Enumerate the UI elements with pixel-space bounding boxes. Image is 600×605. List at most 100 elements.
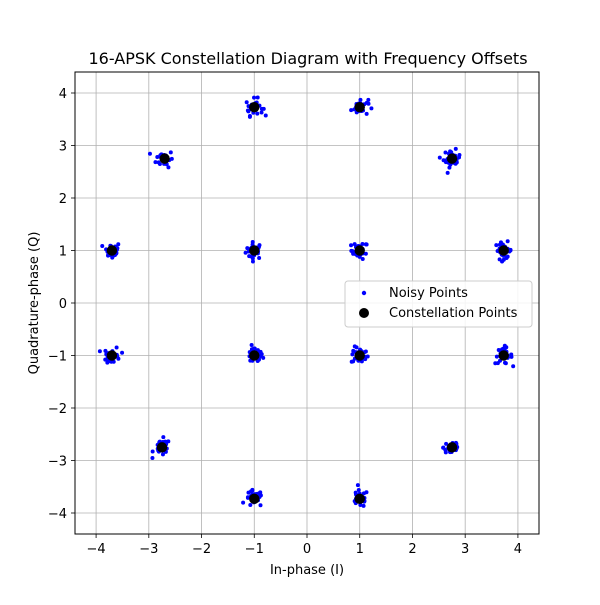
constellation-point bbox=[106, 245, 118, 256]
noisy-point bbox=[116, 242, 121, 247]
noisy-point bbox=[245, 108, 250, 113]
noisy-point bbox=[248, 489, 253, 494]
noisy-point bbox=[263, 113, 268, 118]
noisy-point bbox=[508, 247, 513, 252]
chart-title: 16-APSK Constellation Diagram with Frequ… bbox=[88, 49, 527, 68]
noisy-point bbox=[352, 344, 357, 349]
noisy-point bbox=[453, 146, 458, 151]
x-tick-label: 4 bbox=[514, 542, 522, 557]
y-tick-label: 4 bbox=[59, 87, 67, 102]
noisy-point bbox=[245, 246, 250, 251]
noisy-point bbox=[437, 155, 442, 160]
y-tick-label: −1 bbox=[48, 350, 67, 365]
noisy-point bbox=[509, 352, 514, 357]
y-tick-label: 0 bbox=[59, 297, 67, 312]
noisy-point bbox=[250, 256, 255, 261]
constellation-point bbox=[159, 153, 170, 164]
noisy-point bbox=[160, 452, 165, 457]
noisy-point bbox=[241, 500, 246, 505]
noisy-point bbox=[443, 150, 448, 155]
constellation-point bbox=[354, 350, 365, 361]
noisy-point bbox=[441, 445, 446, 450]
noisy-point bbox=[259, 110, 264, 115]
noisy-point bbox=[106, 359, 111, 364]
noisy-point bbox=[261, 355, 266, 360]
noisy-point bbox=[250, 259, 255, 264]
noisy-point bbox=[351, 348, 356, 353]
constellation-point bbox=[156, 442, 168, 453]
noisy-point bbox=[457, 153, 462, 158]
noisy-point bbox=[249, 343, 254, 348]
x-tick-label: 2 bbox=[408, 542, 416, 557]
noisy-point bbox=[97, 349, 102, 354]
noisy-point bbox=[363, 349, 368, 354]
y-tick-label: −2 bbox=[48, 402, 67, 417]
noisy-point bbox=[361, 503, 366, 508]
noisy-point bbox=[494, 243, 499, 248]
noisy-point bbox=[369, 106, 374, 111]
noisy-point bbox=[255, 95, 260, 100]
noisy-point bbox=[511, 364, 516, 369]
y-tick-label: −4 bbox=[48, 507, 67, 522]
noisy-point bbox=[257, 255, 262, 260]
noisy-point bbox=[356, 487, 361, 492]
noisy-point bbox=[358, 97, 363, 102]
noisy-point bbox=[244, 100, 249, 105]
noisy-point bbox=[169, 156, 174, 161]
y-tick-label: 1 bbox=[59, 245, 67, 260]
constellation-point bbox=[498, 245, 509, 256]
noisy-point bbox=[349, 108, 354, 113]
noisy-point bbox=[259, 106, 264, 111]
constellation-point bbox=[249, 245, 260, 256]
legend-box bbox=[344, 280, 533, 328]
noisy-point bbox=[505, 254, 510, 259]
noisy-point bbox=[166, 165, 171, 170]
x-tick-label: −1 bbox=[245, 542, 264, 557]
noisy-point bbox=[243, 250, 248, 255]
noisy-point bbox=[155, 155, 160, 160]
noisy-point bbox=[150, 456, 155, 461]
y-tick-label: 3 bbox=[59, 140, 67, 155]
noisy-point bbox=[498, 240, 503, 245]
axis-ticks: −4 −3 −2 −1 0 1 2 3 4 −4 −3 −2 −1 0 1 2 3 4 bbox=[48, 87, 522, 557]
noisy-point bbox=[109, 359, 114, 364]
noisy-point bbox=[150, 449, 155, 454]
noisy-point bbox=[350, 352, 355, 357]
noisy-point bbox=[357, 254, 362, 259]
noisy-point bbox=[114, 345, 119, 350]
constellation-points-series bbox=[106, 101, 509, 505]
x-tick-label: 3 bbox=[461, 542, 469, 557]
x-tick-label: −3 bbox=[139, 542, 158, 557]
noisy-point bbox=[153, 160, 158, 165]
noisy-point bbox=[258, 349, 263, 354]
y-axis-label: Quadrature-phase (Q) bbox=[27, 232, 42, 375]
noisy-point bbox=[349, 243, 354, 248]
noisy-point bbox=[364, 100, 369, 105]
noisy-point bbox=[258, 503, 263, 508]
y-tick-label: 2 bbox=[59, 192, 67, 207]
noisy-point bbox=[351, 251, 356, 256]
constellation-point bbox=[354, 245, 365, 256]
x-tick-label: −2 bbox=[192, 542, 211, 557]
noisy-point bbox=[364, 490, 369, 495]
noisy-point bbox=[100, 244, 105, 249]
noisy-point bbox=[447, 165, 452, 170]
noisy-point bbox=[258, 490, 263, 495]
noisy-point bbox=[248, 503, 253, 508]
noisy-point bbox=[503, 361, 508, 366]
legend: Noisy Points Constellation Points bbox=[344, 280, 533, 328]
noisy-point bbox=[351, 359, 356, 364]
noisy-point bbox=[157, 161, 162, 166]
noisy-point bbox=[364, 242, 369, 247]
noisy-point bbox=[497, 257, 502, 262]
x-tick-label: 0 bbox=[303, 542, 311, 557]
constellation-point bbox=[249, 493, 260, 505]
noisy-point bbox=[444, 441, 449, 446]
constellation-point bbox=[106, 350, 118, 361]
noisy-point bbox=[251, 346, 256, 351]
constellation-point bbox=[446, 153, 458, 164]
noisy-point bbox=[366, 97, 371, 102]
noisy-point bbox=[250, 239, 255, 244]
